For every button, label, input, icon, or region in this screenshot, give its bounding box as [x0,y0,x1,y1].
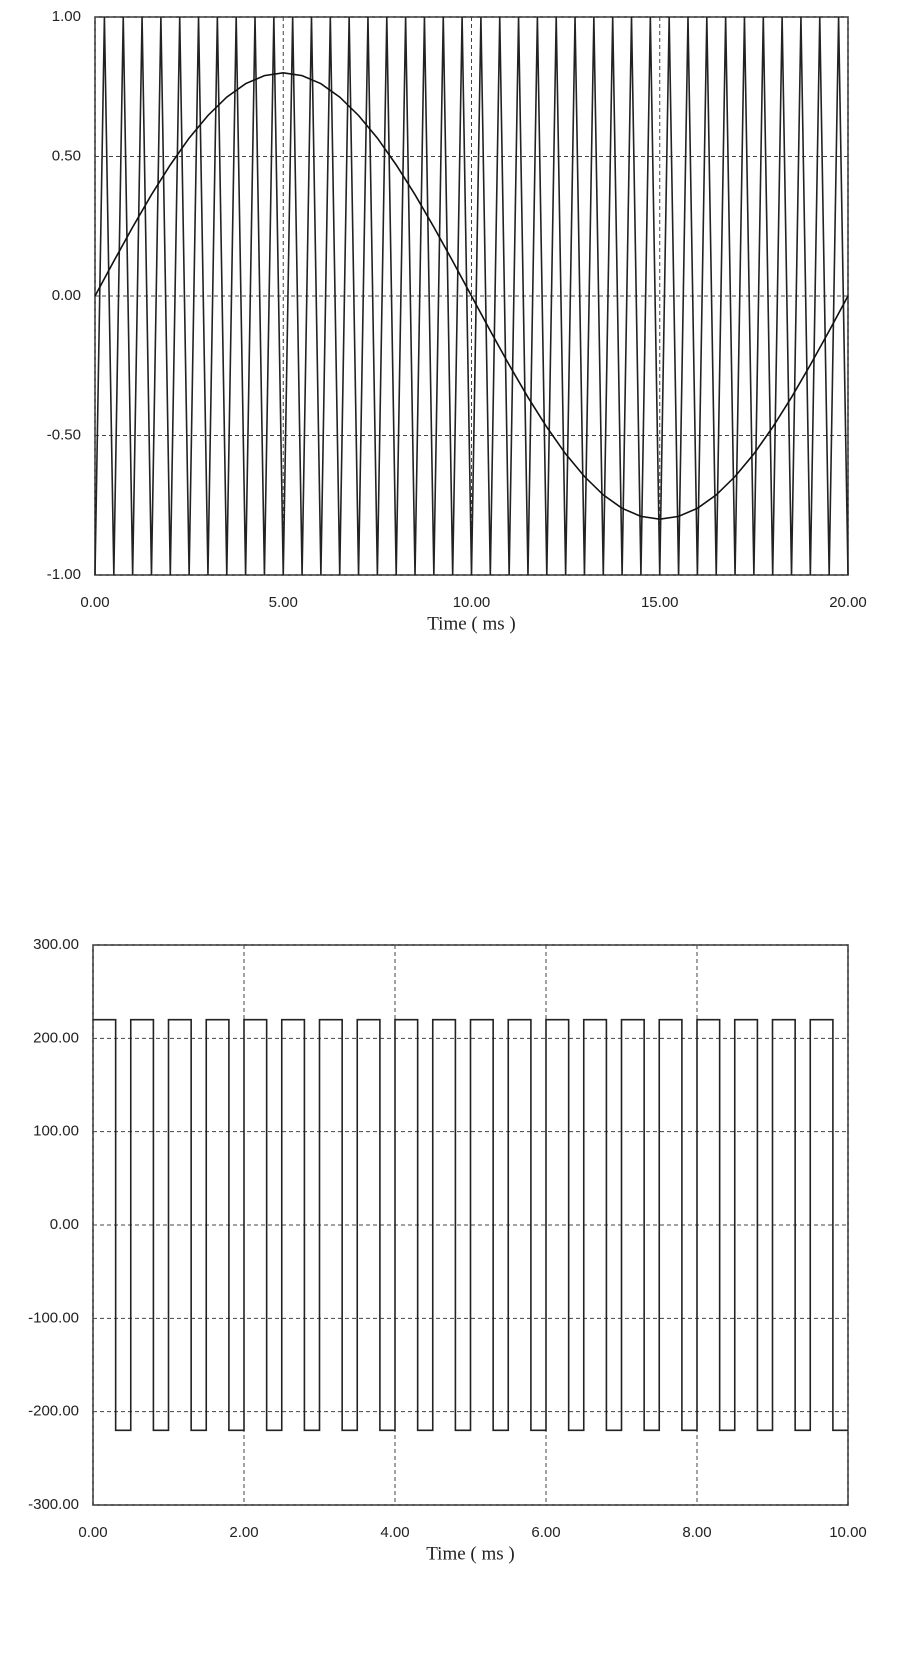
x-tick-label: 5.00 [269,594,298,611]
y-tick-label: 300.00 [33,936,79,953]
y-tick-label: -0.50 [47,426,81,443]
y-tick-label: -200.00 [28,1403,79,1420]
page: 1.00 0.50 0.00 -0.50 -1.00 0.00 5.00 10.00 15.00… [0,0,922,1659]
x-tick-label: 20.00 [829,594,867,611]
x-tick-label: 4.00 [380,1524,409,1541]
y-tick-label: 0.00 [50,1216,79,1233]
x-tick-label: 6.00 [531,1524,560,1541]
x-axis-label: Time ( ms ) [426,1543,515,1564]
y-tick-label: 1.00 [52,8,81,25]
y-tick-label: -100.00 [28,1309,79,1326]
y-tick-label: 0.00 [52,287,81,304]
y-tick-label: 100.00 [33,1123,79,1140]
y-tick-label: 200.00 [33,1029,79,1046]
y-tick-label: -300.00 [28,1496,79,1513]
x-tick-label: 8.00 [682,1524,711,1541]
figure: 1.00 0.50 0.00 -0.50 -1.00 0.00 5.00 10.00 15.00… [0,0,922,1659]
x-tick-label: 10.00 [829,1524,867,1541]
y-tick-label: -1.00 [47,566,81,583]
x-tick-label: 2.00 [229,1524,258,1541]
y-tick-label: 0.50 [52,147,81,164]
x-tick-label: 10.00 [453,594,491,611]
series-line [93,1020,848,1431]
x-tick-label: 15.00 [641,594,679,611]
x-tick-label: 0.00 [78,1524,107,1541]
x-axis-label: Time ( ms ) [427,613,516,634]
x-tick-label: 0.00 [80,594,109,611]
